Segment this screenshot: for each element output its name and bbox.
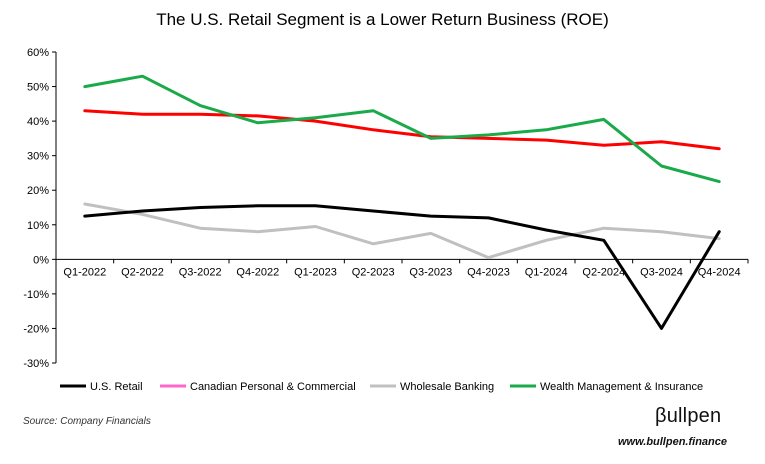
x-tick-label: Q3-2022 [179,266,222,278]
x-tick-label: Q1-2024 [525,266,568,278]
x-tick-label: Q4-2022 [236,266,279,278]
legend: U.S. Retail Canadian Personal & Commercia… [60,381,703,393]
x-tick-label: Q2-2023 [352,266,395,278]
legend-label-u-s-retail: U.S. Retail [90,381,143,393]
brand-logo: βullpen [655,405,722,427]
y-tick-label: 0% [33,254,49,266]
y-tick-label: 40% [27,116,49,128]
series-line-wholesale-banking [83,202,721,260]
y-tick-label: -10% [23,289,49,301]
brand-url: www.bullpen.finance [618,436,727,448]
series-line-wealth-management-insurance [83,74,721,184]
y-tick-label: 50% [27,82,49,94]
x-tick-label: Q2-2022 [121,266,164,278]
x-tick-label: Q4-2024 [698,266,741,278]
y-tick-label: 30% [27,151,49,163]
series-line-u-s-retail [83,204,721,330]
legend-label-wholesale-banking: Wholesale Banking [400,381,494,393]
y-tick-label: 10% [27,220,49,232]
chart-title: The U.S. Retail Segment is a Lower Retur… [156,10,609,29]
x-tick-label: Q3-2024 [640,266,683,278]
series-line-canadian-personal-commercial [83,109,721,151]
y-ticks: -30% -20% -10% 0% 10% 20% 30% 40% 50% 60% [23,47,56,370]
x-tick-label: Q4-2023 [467,266,510,278]
y-tick-label: 60% [27,47,49,59]
series-lines [83,74,721,330]
x-tick-label: Q1-2023 [294,266,337,278]
x-tick-label: Q3-2023 [409,266,452,278]
y-tick-label: 20% [27,185,49,197]
legend-label-canadian-personal-commercial: Canadian Personal & Commercial [190,381,356,393]
y-tick-label: -20% [23,323,49,335]
legend-label-wealth-management-insurance: Wealth Management & Insurance [540,381,703,393]
y-tick-label: -30% [23,358,49,370]
source-note: Source: Company Financials [23,416,151,427]
x-tick-label: Q1-2022 [63,266,106,278]
x-ticks: Q1-2022 Q2-2022 Q3-2022 Q4-2022 Q1-2023 Q2-20… [55,259,749,278]
x-tick-label: Q2-2024 [582,266,625,278]
